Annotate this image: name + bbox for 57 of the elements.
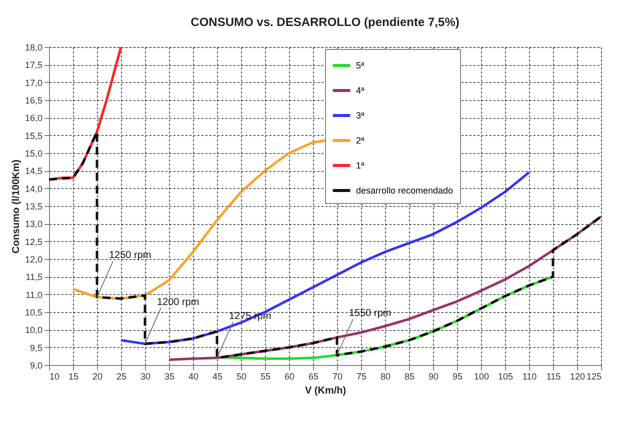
x-tick-label: 125 xyxy=(586,372,602,382)
x-tick-label: 20 xyxy=(92,372,103,382)
legend-label: 5ª xyxy=(356,60,366,70)
legend-label: desarrollo recomendado xyxy=(356,186,454,196)
x-tick-label: 75 xyxy=(356,372,367,382)
annotation: 1200 rpm xyxy=(157,296,200,308)
line-series xyxy=(49,130,601,360)
x-tick-label: 40 xyxy=(188,372,199,382)
x-tick-label: 100 xyxy=(474,372,490,382)
y-tick-label: 12,0 xyxy=(24,254,42,264)
y-tick-label: 11,5 xyxy=(26,272,42,282)
y-tick-label: 17,0 xyxy=(24,78,42,88)
y-tick-label: 14,0 xyxy=(24,184,42,194)
y-tick-label: 13,5 xyxy=(24,202,42,212)
y-tick-label: 9,5 xyxy=(30,342,42,353)
x-tick-label: 120 xyxy=(570,372,586,382)
y-tick-label: 16,0 xyxy=(24,113,42,124)
x-axis-title: V (Km/h) xyxy=(304,386,346,396)
x-tick-label: 10 xyxy=(50,372,60,382)
x-tick-label: 55 xyxy=(260,372,271,382)
x-tick-label: 30 xyxy=(140,372,151,382)
y-tick-label: 10,5 xyxy=(24,308,42,318)
y-tick-label: 15,5 xyxy=(24,130,42,141)
y-tick-label: 12,5 xyxy=(24,236,42,247)
x-tick-label: 115 xyxy=(546,372,561,382)
y-tick-label: 11,0 xyxy=(26,290,42,300)
y-tick-label: 18,0 xyxy=(24,42,42,52)
legend-label: 3ª xyxy=(356,110,366,120)
y-tick-label: 16,5 xyxy=(24,96,42,106)
x-tick-label: 110 xyxy=(522,372,537,382)
x-tick-label: 105 xyxy=(498,372,514,382)
y-tick-label: 14,5 xyxy=(24,166,42,176)
annotation: 1550 rpm xyxy=(349,308,392,320)
chart-title: CONSUMO vs. DESARROLLO (pendiente 7,5%) xyxy=(190,15,460,29)
annotation: 1275 rpm xyxy=(229,310,272,322)
annotation: 1250 rpm xyxy=(109,250,152,262)
x-tick-label: 45 xyxy=(212,372,223,382)
y-tick-label: 10,0 xyxy=(24,325,42,336)
legend-label: 4ª xyxy=(356,86,366,96)
x-tick-label: 25 xyxy=(116,372,127,382)
y-tick-label: 13,0 xyxy=(24,219,42,230)
legend-label: 1ª xyxy=(356,160,366,170)
y-tick-label: 15,0 xyxy=(24,148,42,158)
y-axis-title: Consumo (l/100Km) xyxy=(10,160,22,254)
legend-label: 2ª xyxy=(356,136,366,146)
y-tick-label: 17,5 xyxy=(24,60,42,70)
x-tick-label: 70 xyxy=(332,372,343,382)
x-tick-label: 95 xyxy=(452,372,463,382)
x-tick-label: 15 xyxy=(68,372,79,382)
x-tick-label: 35 xyxy=(164,372,175,382)
x-tick-label: 65 xyxy=(308,372,319,382)
x-tick-label: 85 xyxy=(404,372,415,382)
x-tick-label: 60 xyxy=(284,372,295,382)
x-tick-label: 80 xyxy=(380,372,391,382)
y-tick-label: 9,0 xyxy=(30,360,42,370)
x-tick-label: 50 xyxy=(236,372,247,382)
x-tick-label: 90 xyxy=(428,372,439,382)
